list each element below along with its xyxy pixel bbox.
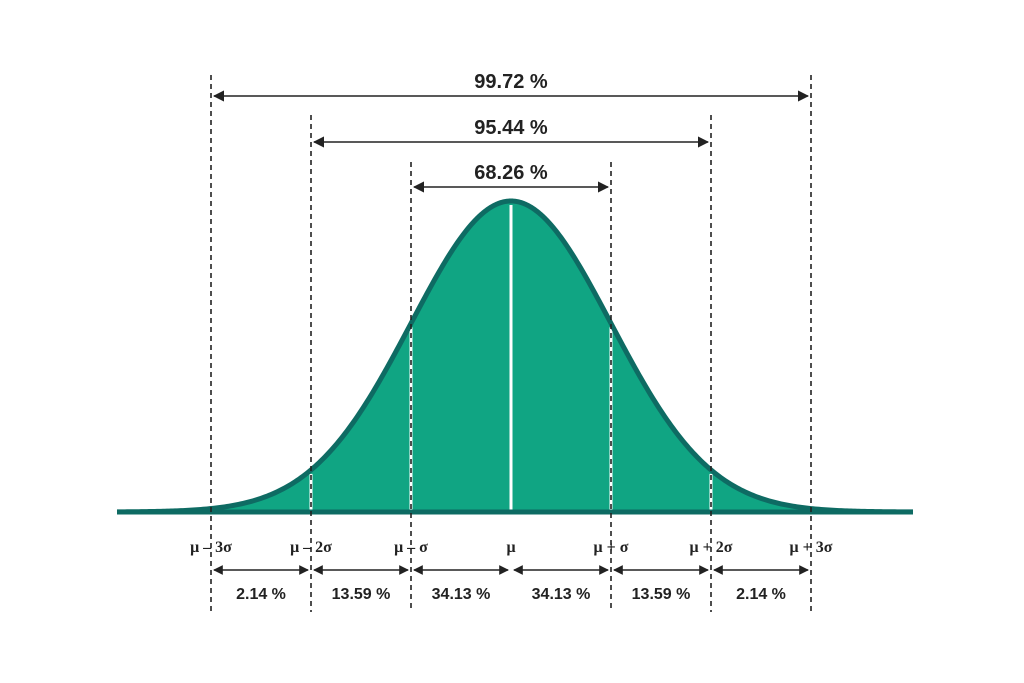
tick-label: μ – σ	[394, 539, 428, 556]
interval-label: 95.44 %	[474, 117, 548, 139]
tick-label: μ + 3σ	[790, 539, 833, 556]
segment-label: 2.14 %	[236, 586, 286, 603]
tick-label: μ – 3σ	[190, 539, 232, 556]
tick-label: μ	[506, 539, 515, 556]
tick-label: μ – 2σ	[290, 539, 332, 556]
tick-label: μ + 2σ	[690, 539, 733, 556]
interval-label: 68.26 %	[474, 162, 548, 184]
segment-label: 13.59 %	[632, 586, 691, 603]
curve-line	[116, 198, 914, 515]
segment-label: 2.14 %	[736, 586, 786, 603]
curve-area	[117, 201, 913, 512]
segment-label: 34.13 %	[532, 586, 591, 603]
segment-label: 13.59 %	[332, 586, 391, 603]
segment-label: 34.13 %	[432, 586, 491, 603]
interval-label: 99.72 %	[474, 71, 548, 93]
tick-label: μ + σ	[594, 539, 629, 556]
